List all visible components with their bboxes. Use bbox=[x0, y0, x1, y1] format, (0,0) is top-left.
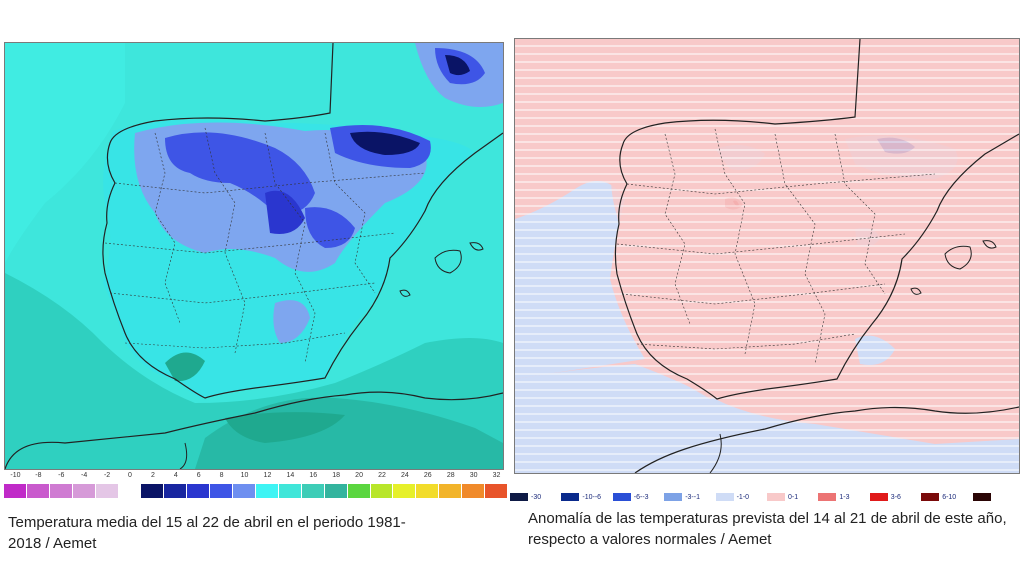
scale-label: 4 bbox=[173, 472, 178, 479]
legend-label: -10--6 bbox=[582, 493, 602, 501]
legend-label: -3--1 bbox=[685, 493, 700, 501]
legend-swatch bbox=[715, 493, 734, 501]
scale-label: 18 bbox=[332, 472, 341, 479]
scale-label: 28 bbox=[446, 472, 455, 479]
scale-swatch bbox=[255, 484, 279, 498]
anomaly-coastline bbox=[614, 39, 1019, 400]
scale-swatch bbox=[187, 484, 211, 498]
legend-swatch bbox=[612, 493, 631, 501]
scale-label: 6 bbox=[196, 472, 201, 479]
legend-item: -6--3 bbox=[612, 490, 649, 504]
legend-item: 0-1 bbox=[767, 490, 798, 504]
temperature-anomaly-map bbox=[514, 38, 1020, 474]
scale-swatch bbox=[324, 484, 348, 498]
legend-swatch bbox=[921, 493, 940, 501]
legend-label: 6-10 bbox=[942, 493, 957, 501]
legend-swatch bbox=[510, 493, 528, 501]
scale-label: 2 bbox=[150, 472, 155, 479]
legend-item: 1-3 bbox=[818, 490, 850, 504]
scale-swatch bbox=[4, 484, 27, 498]
scale-swatch bbox=[393, 484, 417, 498]
scale-label: 12 bbox=[263, 472, 272, 479]
scale-label: 26 bbox=[423, 472, 432, 479]
legend-label: -1-0 bbox=[736, 493, 750, 501]
temperature-scale: -10 -8 -6 -4 -2 0 2 4 6 8 10 12 14 16 18 20 22 24 26 28 30 32 bbox=[4, 470, 508, 502]
legend-item: -1-0 bbox=[715, 490, 750, 504]
temperature-scale-labels: -10 -8 -6 -4 -2 0 2 4 6 8 10 12 14 16 18 20 22 24 26 28 30 32 bbox=[4, 470, 508, 483]
legend-swatch bbox=[767, 493, 785, 501]
legend-swatch bbox=[818, 493, 837, 501]
legend-item: -10--6 bbox=[561, 490, 601, 504]
scale-label: -6 bbox=[58, 472, 65, 479]
scale-label: -2 bbox=[103, 472, 111, 479]
legend-label: -6--3 bbox=[633, 493, 649, 501]
scale-swatch bbox=[95, 484, 119, 498]
scale-swatch bbox=[278, 484, 302, 498]
legend-item: -3--1 bbox=[664, 490, 700, 504]
legend-swatch bbox=[972, 493, 991, 501]
legend-swatch bbox=[561, 493, 580, 501]
legend-item bbox=[972, 490, 994, 504]
scale-swatch bbox=[164, 484, 188, 498]
mean-temperature-caption: Temperatura media del 15 al 22 de abril … bbox=[8, 514, 406, 552]
scale-label: 30 bbox=[469, 472, 478, 479]
legend-label: -30 bbox=[531, 493, 542, 501]
mean-temperature-map bbox=[4, 42, 504, 470]
scale-label: -10 bbox=[10, 472, 21, 479]
legend-swatch bbox=[664, 493, 683, 501]
scale-label: 10 bbox=[240, 472, 249, 479]
scale-label: 22 bbox=[378, 472, 386, 479]
legend-label: 3-6 bbox=[890, 493, 901, 501]
scale-label: -8 bbox=[35, 472, 42, 479]
scale-swatch bbox=[347, 484, 371, 498]
scale-label: 8 bbox=[219, 472, 224, 479]
scale-label: 14 bbox=[286, 472, 295, 479]
scale-swatch bbox=[301, 484, 325, 498]
scale-swatch bbox=[118, 484, 142, 498]
scale-swatch bbox=[370, 484, 394, 498]
anomaly-legend: -30 -10--6 -6--3 -3--1 -1-0 0-1 1-3 3-6 6-10 bbox=[510, 490, 1024, 504]
legend-item: 6-10 bbox=[921, 490, 956, 504]
scale-swatch bbox=[210, 484, 234, 498]
scale-swatch bbox=[485, 484, 508, 498]
scale-swatch bbox=[26, 484, 50, 498]
scale-label: 16 bbox=[309, 472, 318, 479]
scale-label: 20 bbox=[355, 472, 363, 479]
scale-swatch bbox=[141, 484, 165, 498]
scale-label: 32 bbox=[492, 472, 501, 479]
scale-swatch bbox=[72, 484, 96, 498]
scale-label: -4 bbox=[81, 472, 88, 479]
temperature-scale-bar bbox=[4, 484, 508, 498]
scale-swatch bbox=[49, 484, 73, 498]
coastline bbox=[102, 43, 503, 399]
scale-swatch bbox=[462, 484, 486, 498]
legend-label: 0-1 bbox=[788, 493, 799, 501]
scale-label: 0 bbox=[128, 472, 132, 479]
scale-swatch bbox=[233, 484, 256, 498]
legend-label: 1-3 bbox=[839, 493, 850, 501]
scale-label: 24 bbox=[401, 472, 409, 479]
legend-item: 3-6 bbox=[869, 490, 901, 504]
legend-swatch bbox=[869, 493, 888, 501]
anomaly-caption: Anomalía de las temperaturas prevista de… bbox=[528, 510, 1007, 548]
legend-item: -30 bbox=[510, 490, 541, 504]
scale-swatch bbox=[439, 484, 463, 498]
scale-swatch bbox=[416, 484, 440, 498]
